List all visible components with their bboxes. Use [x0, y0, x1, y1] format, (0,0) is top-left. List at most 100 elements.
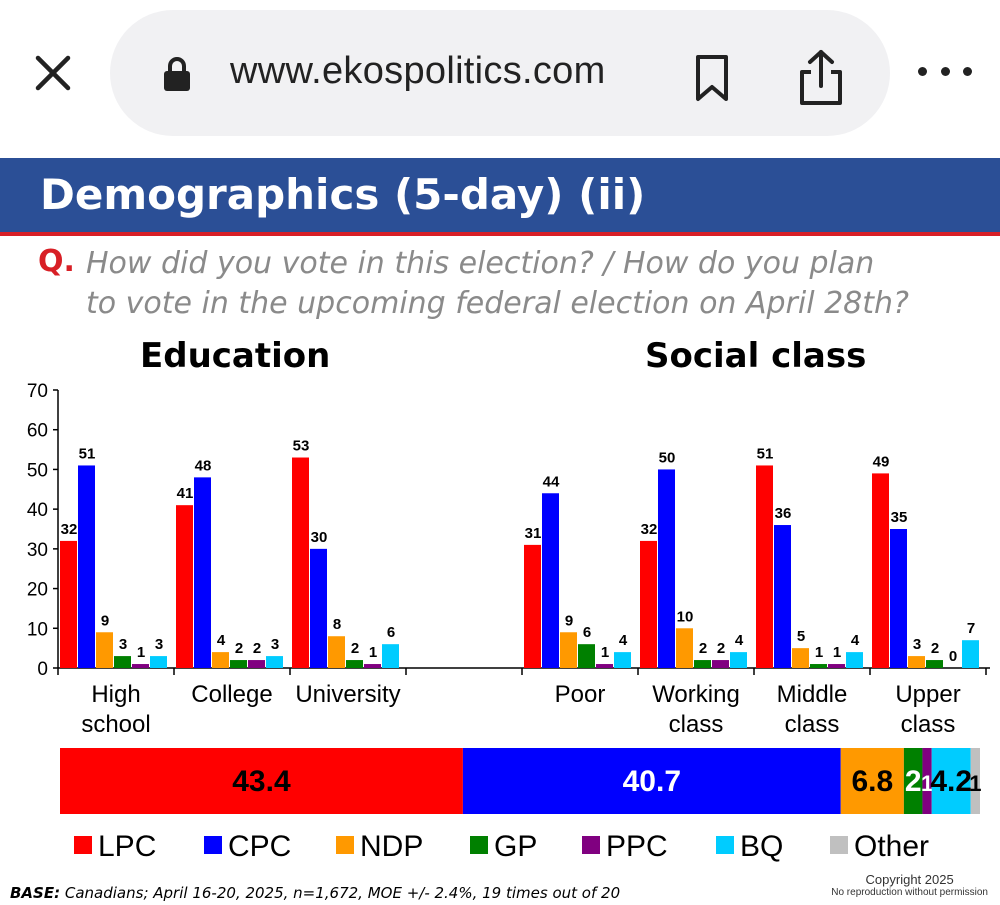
category-label: class	[785, 711, 840, 738]
y-tick-label: 70	[27, 381, 48, 402]
bar-bq	[962, 640, 979, 668]
bar-value-label: 3	[155, 636, 163, 653]
bar-value-label: 6	[583, 624, 591, 641]
bar-ppc	[596, 664, 613, 668]
bar-lpc	[524, 544, 541, 668]
bar-lpc	[176, 505, 193, 668]
legend-swatch-ndp	[336, 836, 354, 854]
bar-lpc	[872, 473, 889, 668]
legend-swatch-bq	[716, 836, 734, 854]
bar-gp	[230, 660, 247, 668]
bar-bq	[266, 656, 283, 668]
overall-segment-label: 43.4	[232, 765, 291, 798]
bar-bq	[846, 652, 863, 668]
address-bar[interactable]: www.ekospolitics.com	[110, 10, 890, 136]
copyright-line-1: Copyright 2025	[865, 872, 954, 887]
bar-value-label: 36	[775, 505, 792, 522]
share-icon[interactable]	[796, 48, 846, 106]
bar-gp	[810, 664, 827, 668]
bar-cpc	[658, 469, 675, 668]
slide-title: Demographics (5-day) (ii)	[40, 170, 646, 219]
bar-value-label: 2	[253, 640, 261, 657]
bar-value-label: 35	[891, 509, 908, 526]
bar-cpc	[774, 525, 791, 668]
bar-value-label: 3	[119, 636, 127, 653]
close-button[interactable]	[30, 50, 76, 96]
y-tick-label: 40	[27, 500, 48, 521]
bar-value-label: 3	[271, 636, 279, 653]
base-note: BASE: Canadians; April 16-20, 2025, n=1,…	[10, 884, 620, 902]
bar-value-label: 4	[735, 632, 744, 649]
bar-value-label: 9	[565, 612, 573, 629]
bar-ndp	[908, 656, 925, 668]
legend-label-gp: GP	[494, 830, 537, 863]
y-tick-label: 20	[27, 580, 48, 601]
lock-icon	[164, 57, 190, 91]
copyright-line-2: No reproduction without permission	[831, 887, 988, 898]
bar-value-label: 8	[333, 616, 341, 633]
bar-value-label: 48	[195, 457, 212, 474]
bar-value-label: 49	[873, 453, 890, 470]
bar-gp	[926, 660, 943, 668]
bar-value-label: 2	[235, 640, 243, 657]
bar-ppc	[828, 664, 845, 668]
overall-segment-other	[970, 748, 980, 814]
overall-segment-label: 6.8	[851, 765, 893, 798]
bar-ndp	[676, 628, 693, 668]
base-text: Canadians; April 16-20, 2025, n=1,672, M…	[64, 884, 621, 902]
copyright-note: Copyright 2025 No reproduction without p…	[831, 872, 988, 898]
bar-value-label: 32	[61, 521, 78, 538]
bar-ndp	[96, 632, 113, 668]
y-tick-label: 30	[27, 540, 48, 561]
bar-value-label: 1	[369, 644, 377, 661]
bar-value-label: 1	[137, 644, 145, 661]
overall-segment-lpc	[60, 748, 463, 814]
bar-value-label: 41	[177, 485, 194, 502]
category-label: class	[669, 711, 724, 738]
bar-ndp	[328, 636, 345, 668]
url-text[interactable]: www.ekospolitics.com	[230, 50, 606, 92]
bar-ppc	[712, 660, 729, 668]
bar-value-label: 9	[101, 612, 109, 629]
legend-swatch-ppc	[582, 836, 600, 854]
legend-swatch-lpc	[74, 836, 92, 854]
education-title: Education	[140, 336, 331, 376]
bar-value-label: 4	[217, 632, 226, 649]
overall-segment-label: 4.2	[930, 765, 972, 798]
y-tick-label: 10	[27, 619, 48, 640]
bar-lpc	[292, 457, 309, 668]
bar-value-label: 2	[699, 640, 707, 657]
bar-bq	[150, 656, 167, 668]
bar-gp	[346, 660, 363, 668]
overall-segment-ppc	[922, 748, 932, 814]
category-label: school	[81, 711, 150, 738]
legend-swatch-gp	[470, 836, 488, 854]
category-label: Middle	[777, 681, 848, 708]
bar-gp	[694, 660, 711, 668]
category-label: High	[91, 681, 140, 708]
bar-value-label: 53	[293, 438, 310, 455]
bar-bq	[730, 652, 747, 668]
bar-value-label: 1	[815, 644, 823, 661]
question-line-2: to vote in the upcoming federal election…	[86, 286, 909, 321]
bar-value-label: 44	[543, 473, 560, 490]
legend-label-ndp: NDP	[360, 830, 423, 863]
bar-cpc	[310, 548, 327, 668]
bar-value-label: 7	[967, 620, 975, 637]
legend-label-bq: BQ	[740, 830, 783, 863]
bar-lpc	[640, 540, 657, 668]
bookmark-icon[interactable]	[694, 54, 730, 102]
bar-lpc	[60, 540, 77, 668]
bar-value-label: 0	[949, 648, 957, 665]
bar-cpc	[78, 465, 95, 668]
bar-value-label: 4	[851, 632, 860, 649]
legend-label-lpc: LPC	[98, 830, 156, 863]
bar-ndp	[212, 652, 229, 668]
overall-segment-gp	[903, 748, 923, 814]
bar-ndp	[792, 648, 809, 668]
bar-value-label: 6	[387, 624, 395, 641]
bar-ndp	[560, 632, 577, 668]
more-options-button[interactable]	[918, 56, 972, 86]
bar-cpc	[194, 477, 211, 668]
bar-value-label: 2	[931, 640, 939, 657]
